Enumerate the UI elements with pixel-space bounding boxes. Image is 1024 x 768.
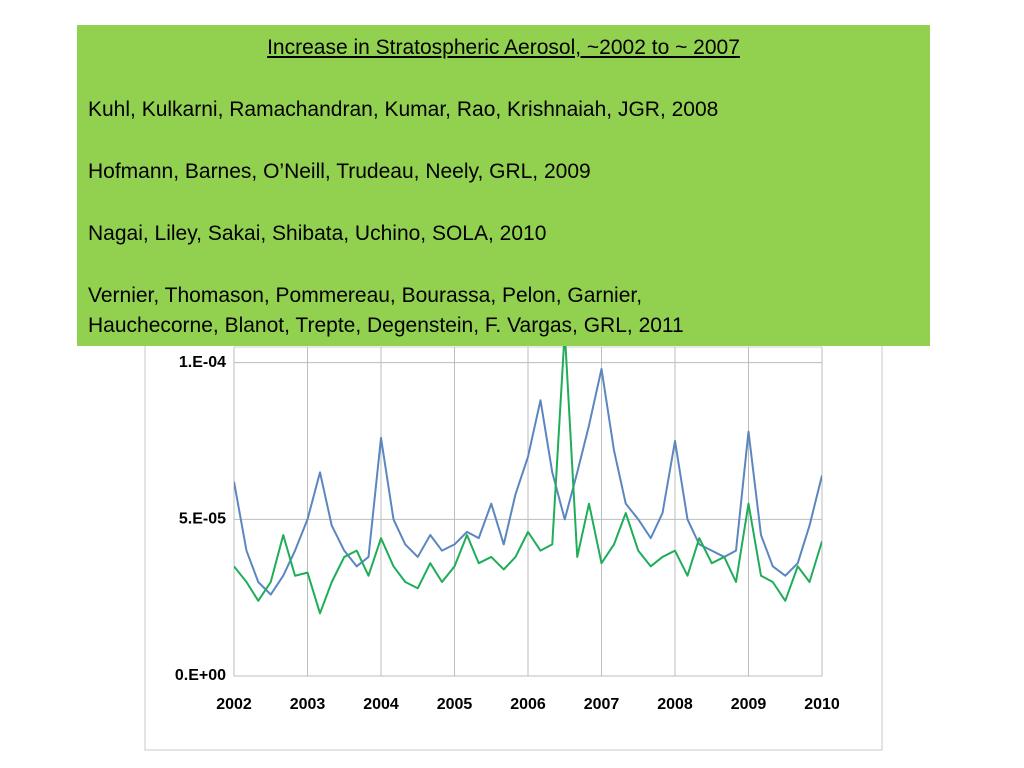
x-tick-label: 2010 — [804, 696, 840, 713]
x-tick-label: 2003 — [290, 696, 326, 713]
reference-line: Vernier, Thomason, Pommereau, Bourassa, … — [88, 284, 643, 307]
y-tick-label: 1.E-04 — [179, 354, 226, 371]
x-tick-label: 2005 — [437, 696, 473, 713]
reference-line: Hauchecorne, Blanot, Trepte, Degenstein,… — [88, 314, 684, 337]
x-tick-label: 2008 — [657, 696, 693, 713]
reference: Kuhl, Kulkarni, Ramachandran, Kumar, Rao… — [88, 98, 719, 121]
x-tick-label: 2007 — [584, 696, 620, 713]
series-line — [234, 346, 822, 615]
x-tick-label: 2009 — [731, 696, 767, 713]
box-title: Increase in Stratospheric Aerosol, ~2002… — [267, 36, 740, 59]
x-tick-label: 2002 — [216, 696, 252, 713]
y-tick-label: 5.E-05 — [179, 511, 226, 528]
x-tick-label: 2004 — [363, 696, 399, 713]
x-tick-label: 2006 — [510, 696, 546, 713]
grid — [233, 346, 823, 677]
tick-labels: 0.E+00 5.E-05 1.E-04 2002 2003 2004 2005 2006 20… — [175, 354, 840, 713]
chart-frame — [144, 344, 883, 751]
plot — [234, 346, 822, 615]
text-box: Increase in Stratospheric Aerosol, ~2002… — [77, 25, 930, 346]
y-tick-label: 0.E+00 — [175, 667, 226, 684]
reference: Nagai, Liley, Sakai, Shibata, Uchino, SO… — [88, 222, 547, 245]
reference: Vernier, Thomason, Pommereau, Bourassa, … — [88, 281, 919, 341]
reference: Hofmann, Barnes, O’Neill, Trudeau, Neely… — [88, 160, 591, 183]
